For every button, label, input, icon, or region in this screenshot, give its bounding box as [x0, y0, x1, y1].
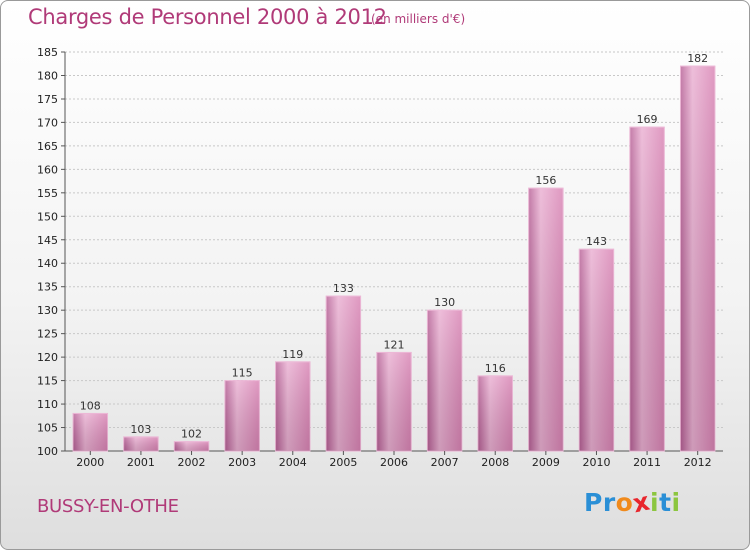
data-label-2000: 108	[80, 399, 101, 412]
y-tick-label: 185	[37, 46, 58, 59]
data-label-2005: 133	[333, 282, 354, 295]
x-tick-label-2005: 2005	[329, 456, 357, 469]
x-tick-label-2002: 2002	[178, 456, 206, 469]
y-tick-label: 160	[37, 163, 58, 176]
y-tick-label: 130	[37, 304, 58, 317]
bar-shade-2010	[579, 249, 614, 451]
y-tick-label: 135	[37, 281, 58, 294]
x-tick-label-2012: 2012	[684, 456, 712, 469]
place-name: BUSSY-EN-OTHE	[37, 496, 179, 517]
bar-shade-2004	[275, 361, 310, 451]
logo-letter: r	[602, 488, 616, 517]
y-tick-label: 115	[37, 375, 58, 388]
x-axis-ticks: 2000 2001 2002 2003 2004 2005 2006 2007 2008 2009…	[76, 451, 712, 469]
bar-shade-2009	[528, 188, 564, 452]
data-label-2008: 116	[485, 362, 506, 375]
y-tick-label: 180	[37, 69, 58, 82]
data-label-2001: 103	[130, 423, 151, 436]
data-label-2010: 143	[586, 235, 607, 248]
bars	[72, 65, 716, 452]
bar-shade-2002	[174, 441, 209, 451]
x-tick-label-2004: 2004	[279, 456, 307, 469]
bar-shade-2007	[427, 310, 462, 451]
data-label-2012: 182	[687, 52, 708, 65]
x-tick-label-2003: 2003	[228, 456, 256, 469]
data-labels: 108 103 102 115 119 133 121 130 116 156 143 169 182	[80, 52, 708, 441]
x-tick-label-2010: 2010	[582, 456, 610, 469]
x-tick-label-2009: 2009	[532, 456, 560, 469]
logo-letter: i	[671, 488, 681, 517]
bar-shade-2003	[224, 380, 260, 451]
data-label-2011: 169	[637, 113, 658, 126]
y-tick-label: 155	[37, 187, 58, 200]
bar-shade-2008	[478, 375, 513, 451]
bar-shade-2012	[680, 66, 715, 452]
y-tick-label: 150	[37, 210, 58, 223]
y-tick-label: 100	[37, 445, 58, 458]
data-label-2009: 156	[535, 174, 556, 187]
bar-shade-2000	[73, 413, 108, 451]
logo-letter: P	[584, 488, 603, 517]
logo-letter: o	[615, 488, 634, 517]
chart-title: Charges de Personnel 2000 à 2012	[28, 5, 387, 29]
y-tick-label: 125	[37, 328, 58, 341]
y-tick-label: 120	[37, 351, 58, 364]
logo-letter: i	[650, 488, 660, 517]
bar-shade-2001	[123, 436, 159, 451]
proxiti-logo: Proxiti	[584, 487, 681, 519]
data-label-2004: 119	[282, 348, 303, 361]
x-tick-label-2011: 2011	[633, 456, 661, 469]
data-label-2002: 102	[181, 428, 202, 441]
logo-letter: t	[659, 488, 672, 517]
data-label-2006: 121	[384, 338, 405, 351]
chart-subtitle: (en milliers d'€)	[371, 12, 466, 26]
x-tick-label-2008: 2008	[481, 456, 509, 469]
x-tick-label-2001: 2001	[127, 456, 155, 469]
y-tick-label: 110	[37, 398, 58, 411]
x-tick-label-2007: 2007	[431, 456, 459, 469]
y-tick-label: 140	[37, 257, 58, 270]
data-label-2007: 130	[434, 296, 455, 309]
y-tick-label: 145	[37, 234, 58, 247]
y-tick-label: 105	[37, 422, 58, 435]
bar-shade-2011	[629, 127, 665, 451]
y-tick-label: 170	[37, 116, 58, 129]
bar-shade-2006	[376, 352, 412, 451]
y-tick-label: 165	[37, 140, 58, 153]
x-tick-label-2000: 2000	[76, 456, 104, 469]
bar-shade-2005	[326, 296, 361, 451]
y-tick-label: 175	[37, 93, 58, 106]
data-label-2003: 115	[232, 367, 253, 380]
x-tick-label-2006: 2006	[380, 456, 408, 469]
